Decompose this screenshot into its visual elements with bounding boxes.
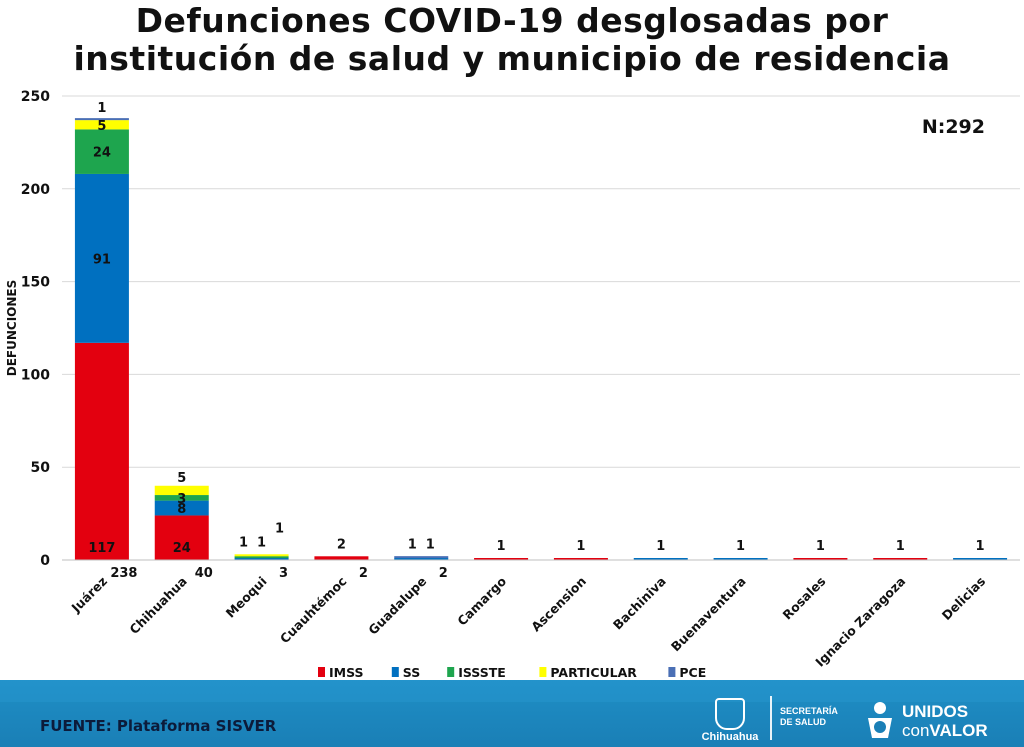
- y-tick-label: 0: [40, 553, 50, 569]
- data-label: 117: [88, 541, 115, 556]
- data-label: 1: [275, 521, 284, 536]
- total-label: 238: [110, 566, 137, 581]
- data-label: 1: [736, 539, 745, 554]
- x-tick-label: Ascension: [528, 574, 589, 635]
- secretaria-line-1: SECRETARÍA: [780, 706, 838, 716]
- bar-segment-pce: [74, 118, 129, 121]
- x-tick-label: Guadalupe: [365, 574, 429, 638]
- crest-icon: [715, 698, 745, 730]
- data-label: 1: [408, 537, 417, 552]
- legend-swatch-issste: [447, 667, 455, 677]
- data-label: 24: [93, 146, 111, 161]
- source-note: FUENTE: Plataforma SISVER: [40, 717, 277, 735]
- y-axis-label: DEFUNCIONES: [5, 280, 19, 377]
- bar-segment-issste: [154, 495, 209, 501]
- legend-swatch-pce: [668, 667, 676, 677]
- total-label: 2: [439, 566, 448, 581]
- chart-title: Defunciones COVID-19 desglosadas por ins…: [0, 2, 1024, 78]
- bar-segment-ss: [234, 558, 289, 560]
- secretaria-logo: SECRETARÍA DE SALUD: [780, 706, 838, 728]
- bar-segment-imss: [74, 342, 129, 560]
- data-label: 1: [97, 101, 106, 116]
- bar-segment-ss: [633, 558, 688, 560]
- bar-segment-ss: [953, 558, 1008, 560]
- logo-divider: [770, 696, 772, 740]
- bar-segment-particular: [154, 485, 209, 496]
- legend-swatch-particular: [539, 667, 547, 677]
- legend-swatch-imss: [318, 667, 325, 677]
- title-line-2: institución de salud y municipio de resi…: [73, 39, 951, 78]
- unidos-line-2: conVALOR: [902, 721, 988, 741]
- bar-segment-imss: [474, 558, 529, 560]
- bar-segment-ss: [713, 558, 768, 560]
- bar-segment-imss: [553, 558, 608, 560]
- data-label: 1: [239, 535, 248, 550]
- bar-segment-ss: [154, 500, 209, 516]
- chihuahua-logo-label: Chihuahua: [701, 731, 759, 743]
- data-label: 5: [177, 471, 186, 486]
- y-tick-label: 50: [31, 460, 51, 476]
- data-label: 3: [177, 492, 186, 507]
- y-tick-label: 250: [21, 89, 50, 105]
- x-tick-label: Bachiniva: [610, 574, 669, 633]
- total-label: 40: [195, 566, 213, 581]
- data-label: 91: [93, 252, 111, 267]
- x-tick-label: Buenaventura: [668, 574, 749, 655]
- legend-label-imss: IMSS: [329, 665, 364, 680]
- bar-segment-particular: [234, 554, 289, 557]
- footer-band: [0, 680, 1024, 702]
- data-label: 1: [576, 539, 585, 554]
- x-tick-label: Rosales: [780, 574, 829, 623]
- data-label: 24: [173, 541, 191, 556]
- unidos-con-valor-logo: UNIDOS conVALOR: [862, 700, 1012, 744]
- data-label: 2: [337, 537, 346, 552]
- bar-segment-issste: [74, 129, 129, 174]
- x-tick-label: Meoqui: [223, 574, 270, 621]
- legend-swatch-ss: [391, 667, 399, 677]
- data-label: 1: [497, 539, 506, 554]
- data-label: 1: [976, 539, 985, 554]
- data-label: 1: [257, 535, 266, 550]
- y-tick-label: 150: [21, 275, 50, 291]
- data-label: 1: [816, 539, 825, 554]
- x-tick-label: Delicias: [939, 574, 988, 623]
- x-tick-label: Ignacio Zaragoza: [812, 574, 908, 670]
- unidos-line-1: UNIDOS: [902, 702, 969, 721]
- unidos-con: con: [902, 721, 930, 740]
- x-tick-label: Juárez: [68, 574, 110, 616]
- data-label: 1: [656, 539, 665, 554]
- y-tick-label: 100: [21, 367, 50, 383]
- bar-segment-ss: [74, 173, 129, 343]
- y-tick-label: 200: [21, 182, 50, 198]
- bar-segment-imss: [873, 558, 928, 560]
- x-tick-label: Camargo: [454, 573, 509, 628]
- bar-segment-imss: [793, 558, 848, 560]
- x-tick-label: Cuauhtémoc: [277, 574, 350, 647]
- bar-segment-particular: [74, 120, 129, 130]
- bar-segment-pce: [394, 556, 449, 559]
- x-tick-label: Chihuahua: [126, 574, 190, 638]
- total-label: 2: [359, 566, 368, 581]
- legend-label-pce: PCE: [679, 665, 706, 680]
- total-label: 3: [279, 566, 288, 581]
- stacked-bar-chart: 050100150200250DEFUNCIONES117912451238Ju…: [5, 89, 1020, 680]
- data-label: 1: [426, 537, 435, 552]
- n-total-label: N:292: [922, 116, 985, 138]
- bar-segment-imss: [314, 556, 369, 560]
- legend-label-issste: ISSSTE: [458, 665, 506, 680]
- bar-segment-issste: [234, 556, 289, 559]
- data-label: 1: [896, 539, 905, 554]
- unidos-valor: VALOR: [929, 721, 988, 740]
- legend-label-ss: SS: [403, 665, 420, 680]
- bar-segment-imss: [154, 515, 209, 560]
- data-label: 5: [97, 119, 106, 134]
- bar-segment-ss: [394, 558, 449, 560]
- footer-bar: FUENTE: Plataforma SISVER Chihuahua SECR…: [0, 680, 1024, 747]
- chihuahua-logo: Chihuahua: [700, 698, 760, 744]
- unidos-mark-icon: [868, 702, 892, 738]
- legend-label-particular: PARTICULAR: [550, 665, 637, 680]
- title-line-1: Defunciones COVID-19 desglosadas por: [135, 1, 889, 40]
- secretaria-line-2: DE SALUD: [780, 717, 827, 727]
- data-label: 8: [177, 502, 186, 517]
